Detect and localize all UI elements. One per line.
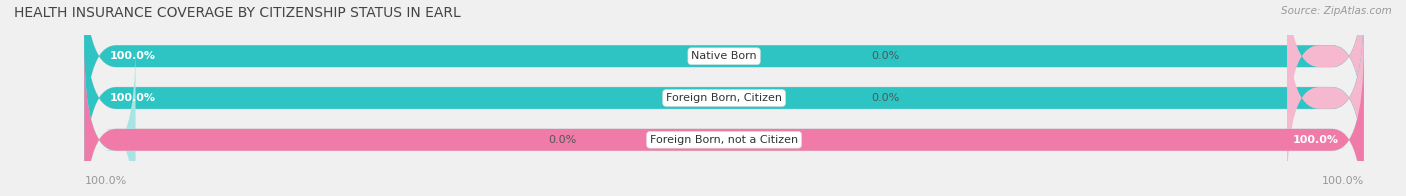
- Text: 0.0%: 0.0%: [872, 93, 900, 103]
- FancyBboxPatch shape: [84, 0, 1364, 150]
- Text: Foreign Born, Citizen: Foreign Born, Citizen: [666, 93, 782, 103]
- Text: 100.0%: 100.0%: [1322, 176, 1364, 186]
- FancyBboxPatch shape: [84, 46, 1364, 196]
- FancyBboxPatch shape: [84, 46, 1364, 196]
- FancyBboxPatch shape: [1286, 4, 1364, 192]
- FancyBboxPatch shape: [84, 4, 1364, 192]
- FancyBboxPatch shape: [84, 4, 1364, 192]
- Text: HEALTH INSURANCE COVERAGE BY CITIZENSHIP STATUS IN EARL: HEALTH INSURANCE COVERAGE BY CITIZENSHIP…: [14, 6, 461, 20]
- Text: Native Born: Native Born: [692, 51, 756, 61]
- Text: 100.0%: 100.0%: [1292, 135, 1339, 145]
- Text: Source: ZipAtlas.com: Source: ZipAtlas.com: [1281, 6, 1392, 16]
- FancyBboxPatch shape: [84, 46, 135, 196]
- FancyBboxPatch shape: [1286, 0, 1364, 150]
- Text: 100.0%: 100.0%: [84, 176, 127, 186]
- FancyBboxPatch shape: [84, 0, 1364, 150]
- Text: 0.0%: 0.0%: [872, 51, 900, 61]
- Text: 100.0%: 100.0%: [110, 51, 156, 61]
- Text: 100.0%: 100.0%: [110, 93, 156, 103]
- Text: Foreign Born, not a Citizen: Foreign Born, not a Citizen: [650, 135, 799, 145]
- Text: 0.0%: 0.0%: [548, 135, 576, 145]
